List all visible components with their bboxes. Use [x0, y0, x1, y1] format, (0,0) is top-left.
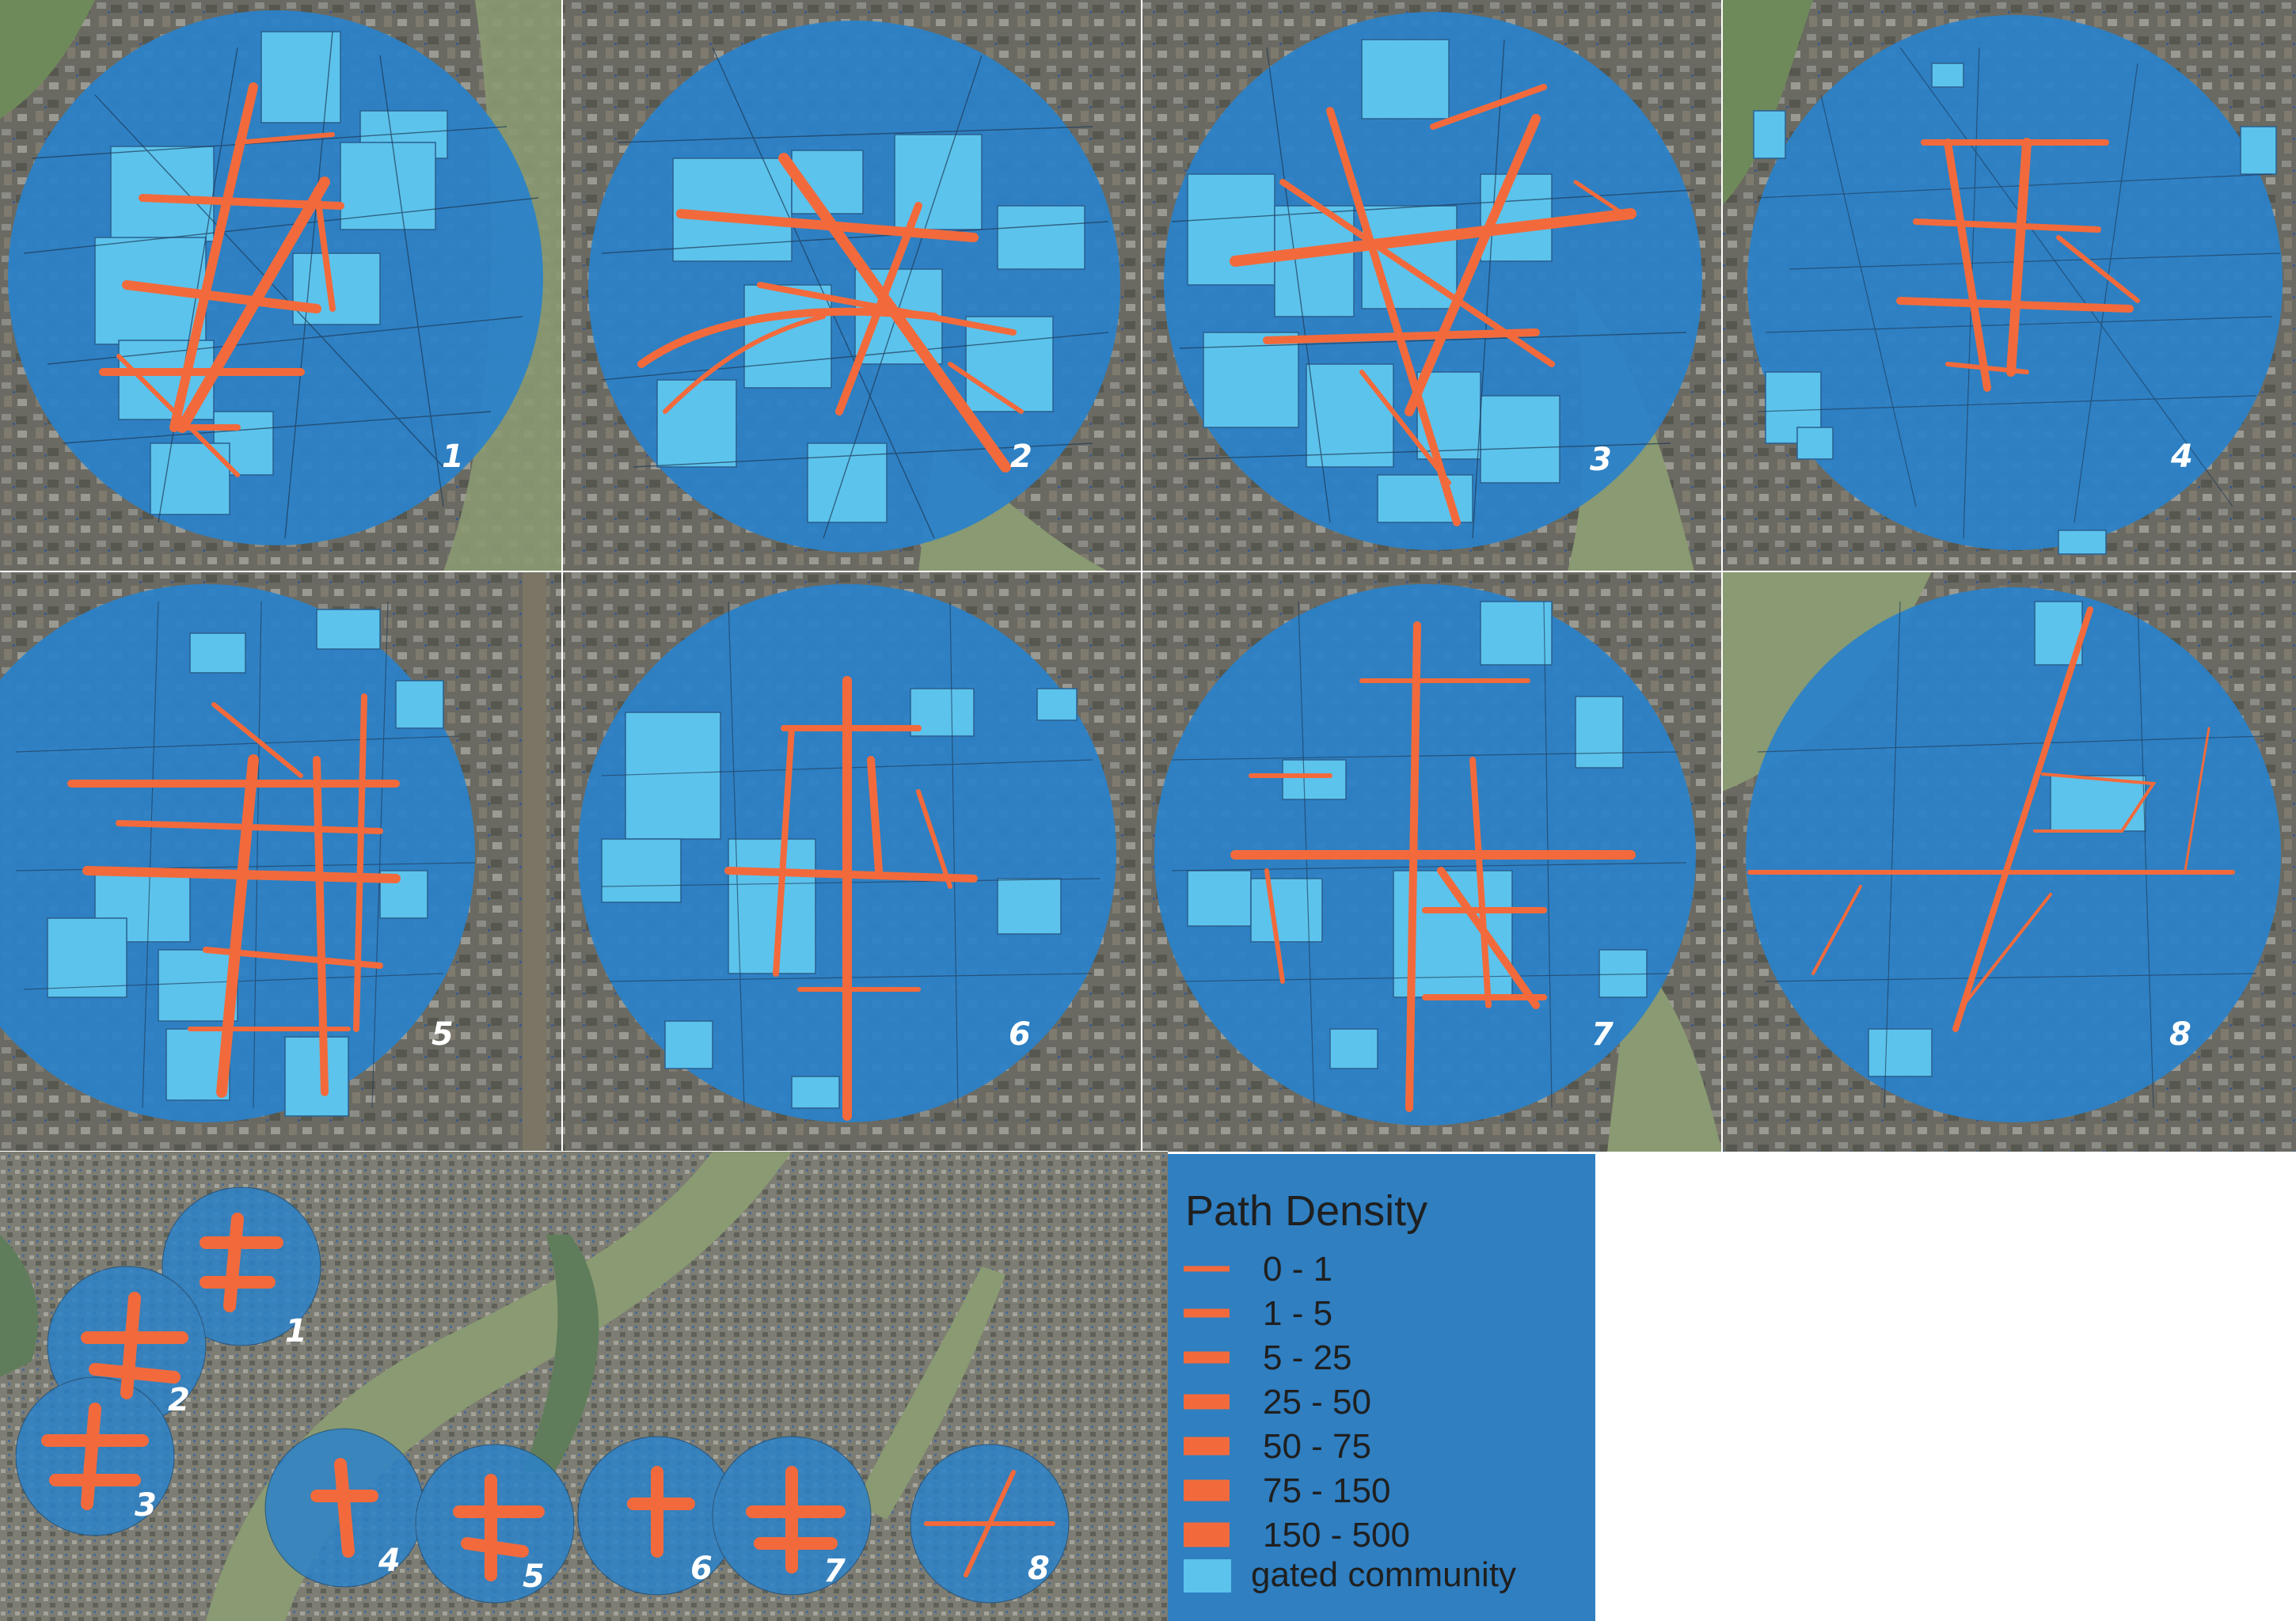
panel-4: 4 — [1722, 0, 2296, 571]
panel-number: 8 — [2169, 1016, 2191, 1053]
legend-label-7: 150 - 500 — [1263, 1516, 1410, 1555]
legend-label-4: 25 - 50 — [1263, 1383, 1371, 1422]
path-density-lines — [1896, 138, 2140, 392]
overview-label: 2 — [168, 1382, 190, 1418]
panel-number: 4 — [2170, 438, 2193, 475]
gated-communities — [1753, 63, 2277, 555]
legend-label-1: 0 - 1 — [1263, 1250, 1332, 1289]
legend-swatch-3 — [1184, 1351, 1230, 1364]
legend-label-2: 1 - 5 — [1263, 1294, 1332, 1333]
panel-7: 7 — [1142, 571, 1722, 1152]
top-row-panels: 1 — [0, 0, 2296, 571]
overview-label: 6 — [690, 1551, 713, 1587]
legend-swatch-6 — [1184, 1479, 1230, 1501]
legend: Path Density 0 - 1 1 - 5 5 - 25 25 - 50 50 -… — [1168, 1154, 1595, 1621]
legend-label-5: 50 - 75 — [1263, 1427, 1371, 1466]
overview-map: 1 2 3 4 5 6 7 8 — [0, 1152, 1168, 1621]
legend-label-3: 5 - 25 — [1263, 1338, 1352, 1377]
gated-communities — [601, 688, 1078, 1109]
street-network — [601, 47, 1109, 539]
panel-8: 8 — [1722, 571, 2296, 1152]
legend-label-6: 75 - 150 — [1263, 1471, 1390, 1510]
path-density-lines — [637, 153, 1024, 473]
panel-number: 7 — [1591, 1016, 1614, 1053]
legend-items: 0 - 1 1 - 5 5 - 25 25 - 50 50 - 75 75 - 150 15… — [1184, 1250, 1410, 1555]
middle-row-panels: 5 — [0, 571, 2296, 1152]
legend-swatch-4 — [1184, 1394, 1230, 1410]
overview-label: 3 — [135, 1487, 157, 1524]
path-density-lines — [67, 693, 401, 1098]
legend-title: Path Density — [1185, 1187, 1427, 1235]
panel-number: 1 — [442, 438, 464, 475]
legend-swatch-7 — [1184, 1522, 1230, 1547]
legend-swatch-1 — [1184, 1266, 1230, 1272]
panel-2: 2 — [562, 0, 1142, 571]
overview-label: 1 — [285, 1313, 307, 1350]
overview-label: 7 — [823, 1553, 846, 1589]
overview-label: 4 — [378, 1543, 401, 1579]
street-network — [1757, 47, 2281, 539]
path-density-lines — [724, 676, 978, 1121]
panel-number: 6 — [1009, 1016, 1031, 1053]
panel-3: 3 — [1142, 0, 1722, 571]
path-density-lines — [1230, 621, 1636, 1112]
panel-1: 1 — [0, 0, 562, 571]
legend-swatch-2 — [1184, 1308, 1230, 1318]
path-density-lines — [1747, 606, 2235, 1032]
street-network — [1171, 39, 1695, 539]
overview-labels: 1 2 3 4 5 6 7 8 — [135, 1313, 1050, 1595]
panel-number: 5 — [431, 1016, 454, 1053]
overview-path-lines — [41, 1213, 1055, 1581]
panel-5: 5 — [0, 571, 562, 1152]
legend-gated-swatch — [1184, 1559, 1231, 1593]
legend-gated-label: gated community — [1251, 1555, 1516, 1594]
panel-number: 2 — [1010, 438, 1032, 475]
street-network — [23, 31, 539, 539]
panel-number: 3 — [1590, 442, 1612, 478]
overview-label: 8 — [1028, 1551, 1050, 1587]
panel-6: 6 — [562, 571, 1142, 1152]
street-network — [1757, 601, 2265, 1109]
overview-label: 5 — [523, 1558, 545, 1595]
path-density-lines — [99, 82, 344, 477]
path-density-lines — [1230, 84, 1636, 526]
legend-swatch-5 — [1184, 1437, 1230, 1456]
